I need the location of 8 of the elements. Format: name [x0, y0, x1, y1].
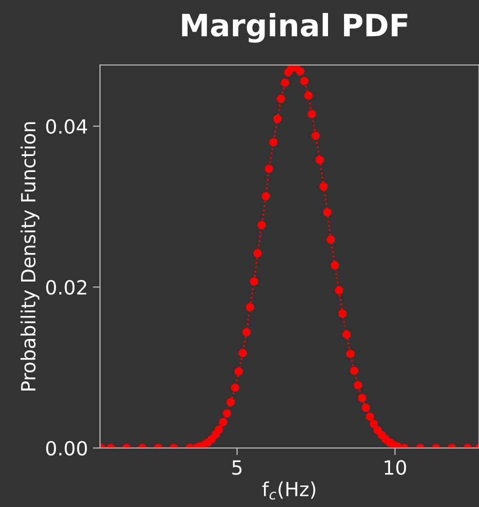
chart-title: Marginal PDF [182, 12, 408, 43]
x-tick-label: 10 [384, 460, 406, 475]
y-tick-label: 0.04 [46, 119, 88, 134]
x-tick-label: 5 [232, 460, 242, 475]
y-tick-label: 0.00 [46, 440, 87, 456]
y-tick-label: 0.02 [46, 280, 86, 295]
x-axis-title: f$_{c}$(Hz) [262, 481, 316, 500]
y-axis-title: Probability Density Function [20, 122, 40, 390]
